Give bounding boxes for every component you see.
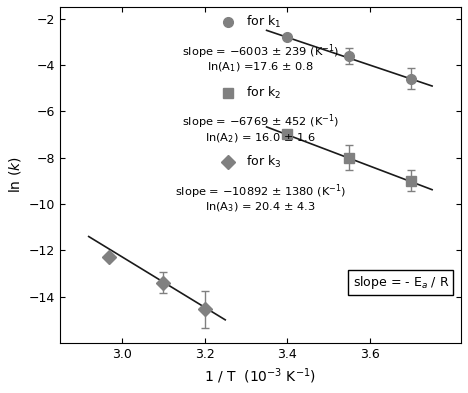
Text: slope = −6003 ± 239 (K$^{-1}$): slope = −6003 ± 239 (K$^{-1}$) xyxy=(182,42,339,61)
Text: slope = - E$_a$ / R: slope = - E$_a$ / R xyxy=(352,274,449,291)
X-axis label: 1 / T  (10$^{-3}$ K$^{-1}$): 1 / T (10$^{-3}$ K$^{-1}$) xyxy=(205,366,316,386)
Text: for k$_3$: for k$_3$ xyxy=(246,154,282,170)
Text: for k$_2$: for k$_2$ xyxy=(246,84,281,101)
Text: slope = −10892 ± 1380 (K$^{-1}$): slope = −10892 ± 1380 (K$^{-1}$) xyxy=(175,182,346,201)
Text: slope = −6769 ± 452 (K$^{-1}$): slope = −6769 ± 452 (K$^{-1}$) xyxy=(182,113,339,131)
Text: ln(A$_1$) =17.6 ± 0.8: ln(A$_1$) =17.6 ± 0.8 xyxy=(207,61,314,74)
Text: ln(A$_2$) = 16.0 ± 1.6: ln(A$_2$) = 16.0 ± 1.6 xyxy=(205,131,316,145)
Text: for k$_1$: for k$_1$ xyxy=(246,14,282,30)
Y-axis label: ln ($k$): ln ($k$) xyxy=(7,157,23,193)
Text: ln(A$_3$) = 20.4 ± 4.3: ln(A$_3$) = 20.4 ± 4.3 xyxy=(205,201,315,215)
